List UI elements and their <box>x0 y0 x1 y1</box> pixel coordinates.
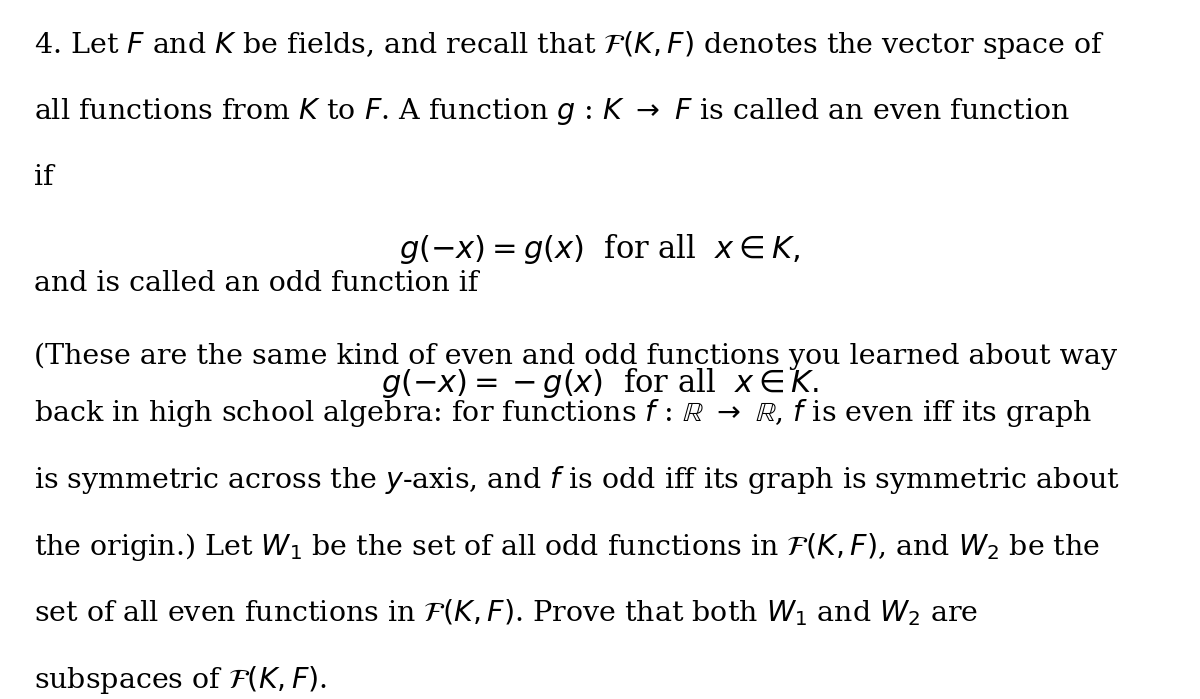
Text: the origin.) Let $\mathit{W}_1$ be the set of all odd functions in $\mathcal{F}(: the origin.) Let $\mathit{W}_1$ be the s… <box>34 531 1099 563</box>
Text: all functions from $\mathit{K}$ to $\mathit{F}$. A function $\mathit{g}$ : $\mat: all functions from $\mathit{K}$ to $\mat… <box>34 96 1069 127</box>
Text: set of all even functions in $\mathcal{F}(\mathit{K}, \mathit{F})$. Prove that b: set of all even functions in $\mathcal{F… <box>34 598 978 628</box>
Text: is symmetric across the $\mathit{y}$-axis, and $\mathit{f}$ is odd iff its graph: is symmetric across the $\mathit{y}$-axi… <box>34 464 1120 496</box>
Text: 4. Let $\mathit{F}$ and $\mathit{K}$ be fields, and recall that $\mathcal{F}(\ma: 4. Let $\mathit{F}$ and $\mathit{K}$ be … <box>34 29 1105 62</box>
Text: and is called an odd function if: and is called an odd function if <box>34 270 478 297</box>
Text: $g(-x) = g(x)$  for all  $x \in \mathit{K},$: $g(-x) = g(x)$ for all $x \in \mathit{K}… <box>400 232 800 266</box>
Text: (These are the same kind of even and odd functions you learned about way: (These are the same kind of even and odd… <box>34 343 1117 370</box>
Text: $g(-x) = -g(x)$  for all  $x \in \mathit{K}.$: $g(-x) = -g(x)$ for all $x \in \mathit{K… <box>380 366 820 401</box>
Text: if: if <box>34 164 53 191</box>
Text: subspaces of $\mathcal{F}(\mathit{K}, \mathit{F})$.: subspaces of $\mathcal{F}(\mathit{K}, \m… <box>34 664 326 696</box>
Text: back in high school algebra: for functions $\mathit{f}$ : $\mathbb{R}$ $\rightar: back in high school algebra: for functio… <box>34 397 1092 429</box>
